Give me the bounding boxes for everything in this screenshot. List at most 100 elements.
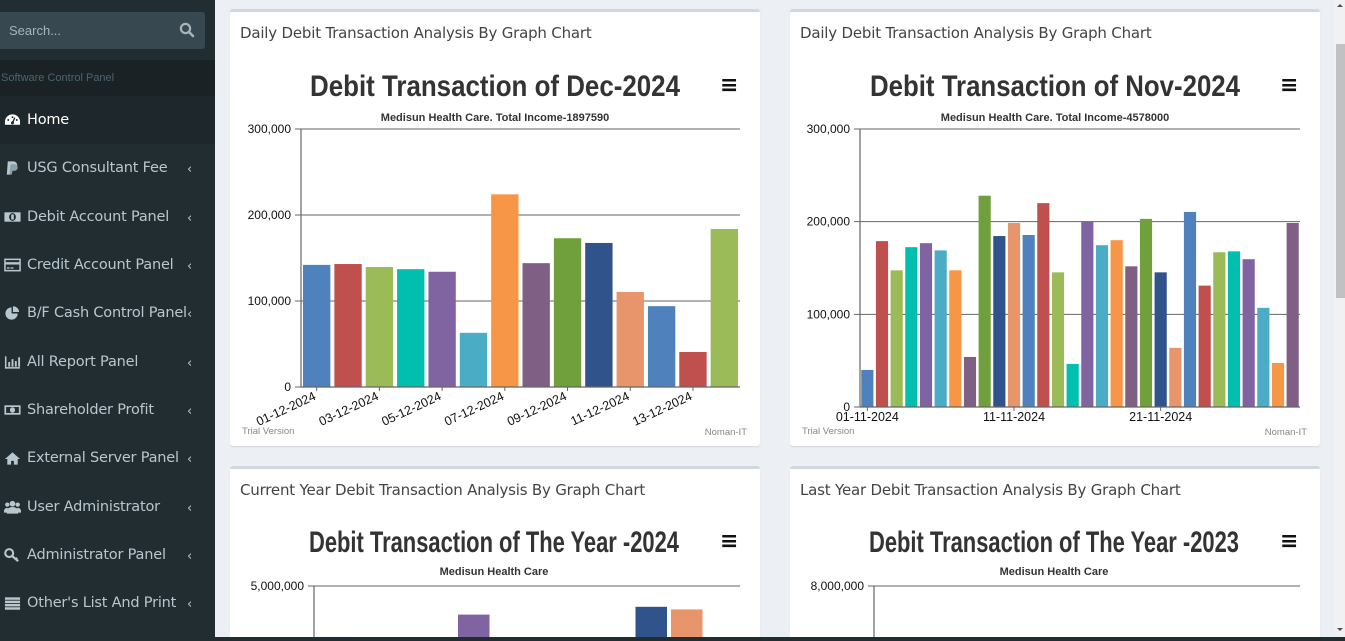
bar: [919, 243, 933, 407]
bar: [458, 614, 490, 641]
bottom-edge: [215, 637, 1345, 641]
chart-nov-2024: Debit Transaction of Nov-2024 Medisun Hea…: [802, 70, 1307, 438]
sidebar-item-shareholder-profit[interactable]: Shareholder Profit ‹: [0, 386, 215, 434]
sidebar-item-label: Other's List And Print: [27, 595, 177, 612]
sidebar-item-external-server-panel[interactable]: External Server Panel ‹: [0, 434, 215, 482]
list-icon: [3, 595, 21, 611]
sidebar-item-all-report-panel[interactable]: All Report Panel ‹: [0, 337, 215, 385]
chart-menu-icon[interactable]: ≡: [1280, 529, 1298, 554]
chart-menu-icon[interactable]: ≡: [1280, 73, 1298, 98]
bar: [1007, 222, 1021, 407]
scroll-thumb[interactable]: [1336, 44, 1345, 298]
bar: [671, 609, 703, 641]
sidebar-item-others-list-and-print[interactable]: Other's List And Print ‹: [0, 579, 215, 627]
chart-title: Debit Transaction of The Year -2024: [309, 526, 679, 559]
bar: [1125, 266, 1138, 407]
x-tick-label: 21-11-2024: [1129, 410, 1192, 424]
bar: [1154, 272, 1167, 407]
chart-subtitle: Medisun Health Care: [1000, 566, 1109, 578]
chart-box-current-year: Current Year Debit Transaction Analysis …: [230, 466, 760, 641]
sidebar-item-label: USG Consultant Fee: [27, 160, 168, 177]
sidebar-item-label: Credit Account Panel: [27, 257, 174, 274]
box-title: Current Year Debit Transaction Analysis …: [240, 481, 646, 499]
bar: [890, 270, 903, 407]
scroll-down-arrow-icon[interactable]: [1337, 628, 1343, 631]
bar: [949, 270, 962, 407]
chart-subtitle: Medisun Health Care: [440, 566, 549, 578]
bar: [397, 269, 425, 387]
chart-menu-icon[interactable]: ≡: [720, 529, 738, 554]
bar: [334, 264, 362, 387]
y-tick-label: 200,000: [248, 208, 292, 222]
x-tick-label: 11-12-2024: [568, 389, 631, 428]
users-icon: [3, 499, 21, 515]
chart-subtitle: Medisun Health Care. Total Income-457800…: [941, 112, 1169, 124]
bar: [1037, 203, 1050, 407]
bar: [934, 250, 947, 407]
chart-title: Debit Transaction of Nov-2024: [870, 70, 1240, 103]
search-icon[interactable]: [179, 22, 195, 38]
x-tick-label: 01-11-2024: [836, 410, 899, 424]
box-title: Daily Debit Transaction Analysis By Grap…: [800, 24, 1152, 42]
bar: [1227, 251, 1241, 407]
x-tick-label: 11-11-2024: [983, 410, 1045, 424]
sidebar-menu: Home USG Consultant Fee ‹ Debit Account …: [0, 96, 215, 627]
sidebar-item-label: User Administrator: [27, 498, 160, 515]
x-tick-label: 01-12-2024: [254, 389, 318, 429]
bar: [303, 264, 331, 387]
y-tick-label: 100,000: [807, 307, 851, 321]
bar: [635, 606, 667, 641]
y-tick-label: 300,000: [248, 122, 292, 136]
bar: [553, 238, 582, 387]
bar: [978, 195, 991, 407]
bar: [1213, 252, 1226, 407]
chart-title: Debit Transaction of The Year -2023: [869, 526, 1239, 559]
sidebar-item-label: B/F Cash Control Panel: [27, 305, 187, 322]
sidebar-item-label: Home: [27, 112, 70, 129]
bar: [459, 332, 488, 387]
sidebar-item-credit-account-panel[interactable]: Credit Account Panel ‹: [0, 241, 215, 289]
chart-box-daily-dec: Daily Debit Transaction Analysis By Grap…: [230, 9, 760, 446]
x-tick-label: 05-12-2024: [379, 389, 443, 429]
chevron-left-icon: ‹: [187, 500, 193, 516]
bar: [1095, 245, 1109, 407]
chart-title: Debit Transaction of Dec-2024: [310, 70, 680, 103]
bar: [1110, 240, 1123, 407]
credits-trial-version: Trial Version: [242, 426, 294, 437]
paypal-icon: [3, 160, 21, 176]
chevron-left-icon: ‹: [187, 162, 193, 178]
bar: [1286, 222, 1299, 407]
page-scrollbar[interactable]: [1335, 0, 1345, 641]
chevron-left-icon: ‹: [187, 403, 193, 419]
bar: [963, 356, 977, 407]
x-tick-label: 13-12-2024: [630, 389, 694, 429]
chart-box-last-year: Last Year Debit Transaction Analysis By …: [790, 466, 1320, 641]
bar: [1066, 364, 1079, 407]
search-input[interactable]: [0, 12, 170, 49]
chart-subtitle: Medisun Health Care. Total Income-189759…: [381, 112, 609, 124]
main-content: Daily Debit Transaction Analysis By Grap…: [215, 0, 1330, 641]
sidebar-item-administrator-panel[interactable]: Administrator Panel ‹: [0, 531, 215, 579]
chevron-left-icon: ‹: [187, 548, 193, 564]
chart-menu-icon[interactable]: ≡: [720, 73, 738, 98]
sidebar-item-home[interactable]: Home: [0, 96, 215, 145]
scroll-up-arrow-icon[interactable]: [1337, 4, 1343, 7]
y-tick-label: 8,000,000: [811, 579, 865, 593]
credits-author: Noman-IT: [1265, 427, 1307, 438]
sidebar-item-label: External Server Panel: [27, 450, 179, 467]
dashboard-icon: [3, 112, 21, 128]
bar: [1169, 347, 1182, 407]
sidebar-item-debit-account-panel[interactable]: Debit Account Panel ‹: [0, 193, 215, 241]
sidebar-item-bf-cash-control-panel[interactable]: B/F Cash Control Panel ‹: [0, 289, 215, 337]
pie-chart-icon: [3, 305, 21, 321]
box-title: Daily Debit Transaction Analysis By Grap…: [240, 24, 592, 42]
bar: [905, 247, 918, 407]
sidebar-item-usg-consultant-fee[interactable]: USG Consultant Fee ‹: [0, 144, 215, 192]
sidebar-item-user-administrator[interactable]: User Administrator ‹: [0, 482, 215, 530]
sidebar-item-label: All Report Panel: [27, 353, 139, 370]
bar-chart-icon: [3, 354, 21, 370]
sidebar-item-label: Shareholder Profit: [27, 401, 154, 418]
bar: [428, 271, 456, 387]
chevron-left-icon: ‹: [187, 259, 193, 275]
bar: [1271, 362, 1285, 407]
